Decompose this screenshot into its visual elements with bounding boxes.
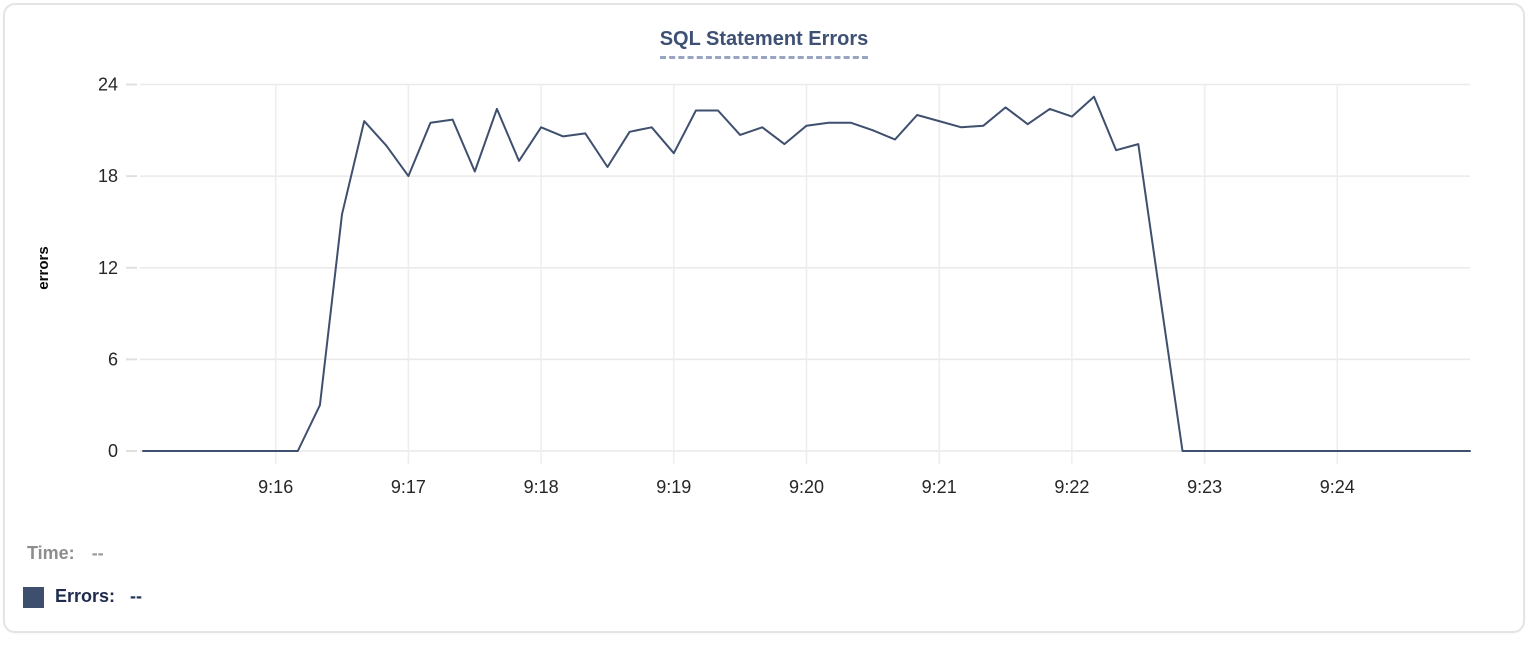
x-tick-label: 9:17 <box>391 477 426 497</box>
chart-title[interactable]: SQL Statement Errors <box>659 28 869 59</box>
x-tick-label: 9:16 <box>258 477 293 497</box>
chart-title-wrap: SQL Statement Errors <box>0 28 1528 59</box>
y-tick-label: 24 <box>98 75 118 95</box>
y-tick-label: 0 <box>108 441 118 461</box>
x-tick-label: 9:20 <box>789 477 824 497</box>
x-tick-label: 9:19 <box>656 477 691 497</box>
x-tick-label: 9:21 <box>922 477 957 497</box>
legend-time-label: Time: <box>27 543 75 563</box>
axis-tick-labels: 0 6 12 18 24 9:16 9:17 9:18 9:19 9:20 9:21 9:22 9:23… <box>98 75 1355 498</box>
x-tick-label: 9:24 <box>1320 477 1355 497</box>
y-tick-label: 6 <box>108 349 118 369</box>
gridlines <box>126 83 1470 464</box>
legend-time-row: Time: -- <box>27 543 104 564</box>
legend-time-value: -- <box>91 543 104 563</box>
chart-card <box>3 3 1525 633</box>
errors-series-swatch-icon <box>23 587 44 608</box>
y-tick-label: 18 <box>98 166 118 186</box>
legend-errors-row: Errors: -- <box>23 585 142 608</box>
legend-errors-value: -- <box>130 586 143 606</box>
y-axis-label: errors <box>35 246 52 289</box>
x-tick-label: 9:18 <box>524 477 559 497</box>
series-line-errors <box>142 95 1471 452</box>
y-tick-label: 12 <box>98 258 118 278</box>
x-tick-label: 9:23 <box>1187 477 1222 497</box>
legend-errors-label: Errors: <box>55 586 116 606</box>
x-tick-label: 9:22 <box>1054 477 1089 497</box>
